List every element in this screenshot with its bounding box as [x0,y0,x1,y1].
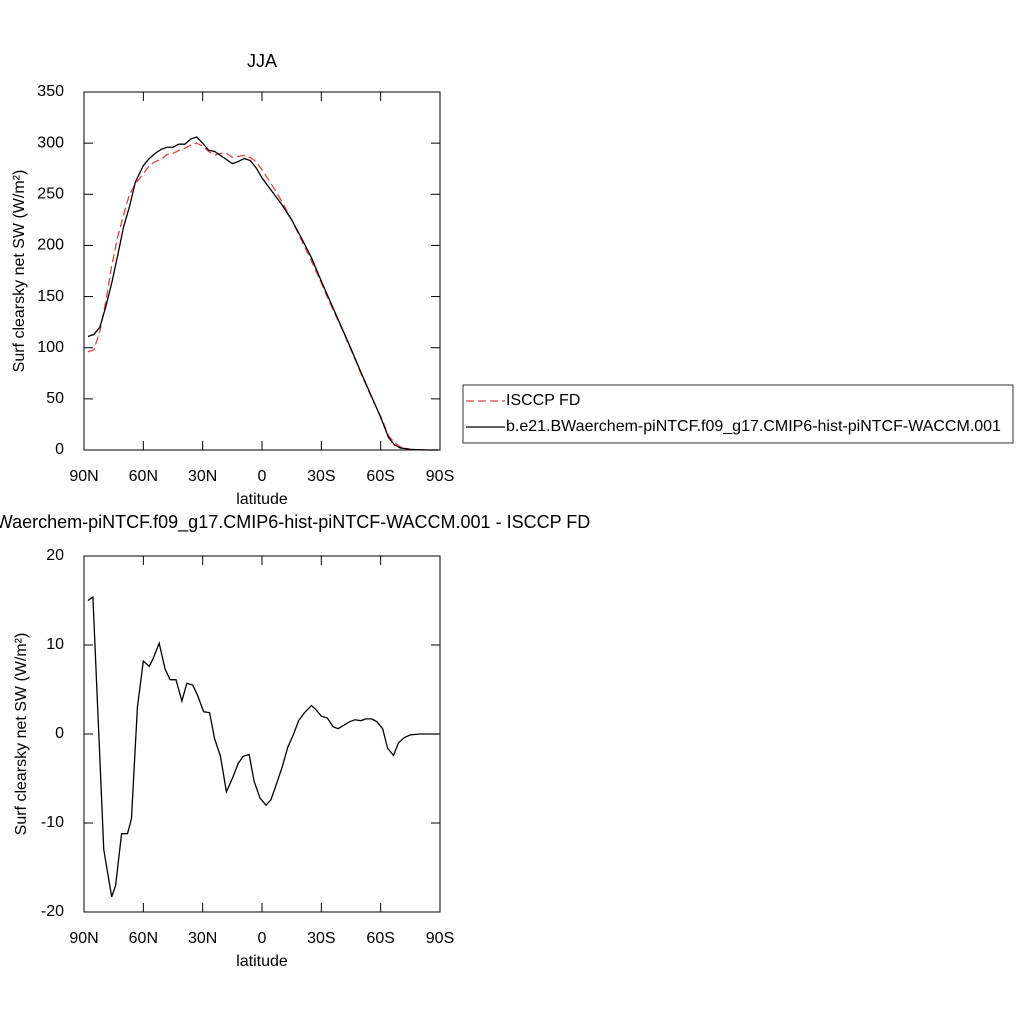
x-tick-label: 30S [307,930,335,947]
y-tick-label: 200 [37,237,64,254]
y-tick-label: 20 [46,547,64,564]
x-tick-label: 30N [188,930,217,947]
x-tick-label: 60S [366,468,394,485]
x-axis-label: latitude [236,491,288,508]
y-tick-label: 0 [55,441,64,458]
x-tick-label: 60N [129,468,158,485]
plot-frame [83,555,441,913]
x-axis-label: latitude [236,953,288,970]
x-tick-label: 30N [188,468,217,485]
y-tick-label: 100 [37,339,64,356]
plot-frame [83,91,441,451]
x-tick-label: 30S [307,468,335,485]
y-tick-label: 300 [37,134,64,151]
x-tick-label: 60S [366,930,394,947]
y-axis-label: Surf clearsky net SW (W/m²) [11,170,28,373]
y-tick-label: 10 [46,636,64,653]
x-tick-label: 90N [69,468,98,485]
y-axis-label: Surf clearsky net SW (W/m²) [13,633,30,836]
y-tick-label: 150 [37,288,64,305]
y-tick-label: 350 [37,83,64,100]
legend-label: ISCCP FD [506,392,580,409]
x-tick-label: 90S [426,930,454,947]
y-tick-label: 250 [37,186,64,203]
y-tick-label: -20 [41,903,64,920]
x-tick-label: 90N [69,930,98,947]
chart-title: JJA [247,51,277,71]
legend-box [462,384,1014,444]
line [87,142,439,451]
y-tick-label: 50 [46,390,64,407]
x-tick-label: 0 [258,468,267,485]
chart-title: b.e21.BWaerchem-piNTCF.f09_g17.CMIP6-his… [0,512,590,533]
y-tick-label: 0 [55,725,64,742]
x-tick-label: 60N [129,930,158,947]
y-tick-label: -10 [41,814,64,831]
line [87,595,439,898]
x-tick-label: 0 [258,930,267,947]
legend-label: b.e21.BWaerchem-piNTCF.f09_g17.CMIP6-his… [506,418,1001,435]
x-tick-label: 90S [426,468,454,485]
line [87,136,439,451]
